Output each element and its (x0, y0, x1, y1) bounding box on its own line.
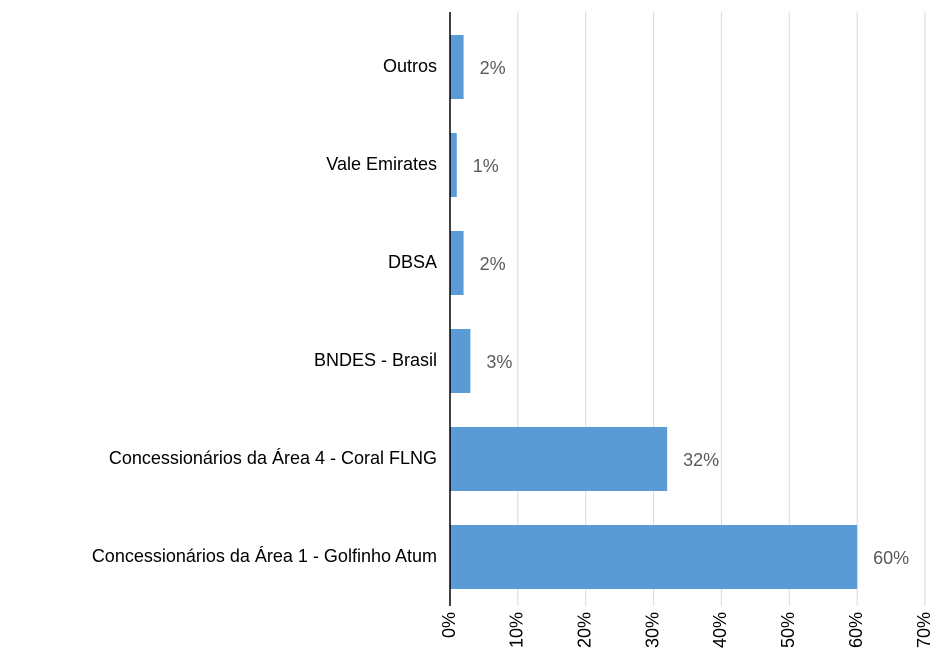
bar (450, 329, 471, 393)
y-tick-label: Vale Emirates (326, 154, 437, 174)
x-tick-label: 50% (778, 612, 798, 648)
y-tick-label: BNDES - Brasil (314, 350, 437, 370)
x-tick-label: 60% (846, 612, 866, 648)
x-tick-label: 10% (507, 612, 527, 648)
y-tick-label: DBSA (388, 252, 437, 272)
x-tick-label: 0% (439, 612, 459, 638)
bar (450, 35, 464, 99)
value-label: 2% (480, 58, 506, 78)
y-tick-label: Concessionários da Área 4 - Coral FLNG (109, 448, 437, 468)
bar (450, 427, 668, 491)
value-label: 2% (480, 254, 506, 274)
bar (450, 525, 858, 589)
value-label: 3% (486, 352, 512, 372)
x-tick-label: 20% (574, 612, 594, 648)
x-tick-label: 40% (710, 612, 730, 648)
x-tick-label: 30% (642, 612, 662, 648)
y-tick-label: Concessionários da Área 1 - Golfinho Atu… (92, 546, 437, 566)
bar (450, 231, 464, 295)
y-tick-label: Outros (383, 56, 437, 76)
value-label: 1% (473, 156, 499, 176)
value-label: 32% (683, 450, 719, 470)
x-tick-label: 70% (914, 612, 934, 648)
bar (450, 133, 457, 197)
value-label: 60% (873, 548, 909, 568)
